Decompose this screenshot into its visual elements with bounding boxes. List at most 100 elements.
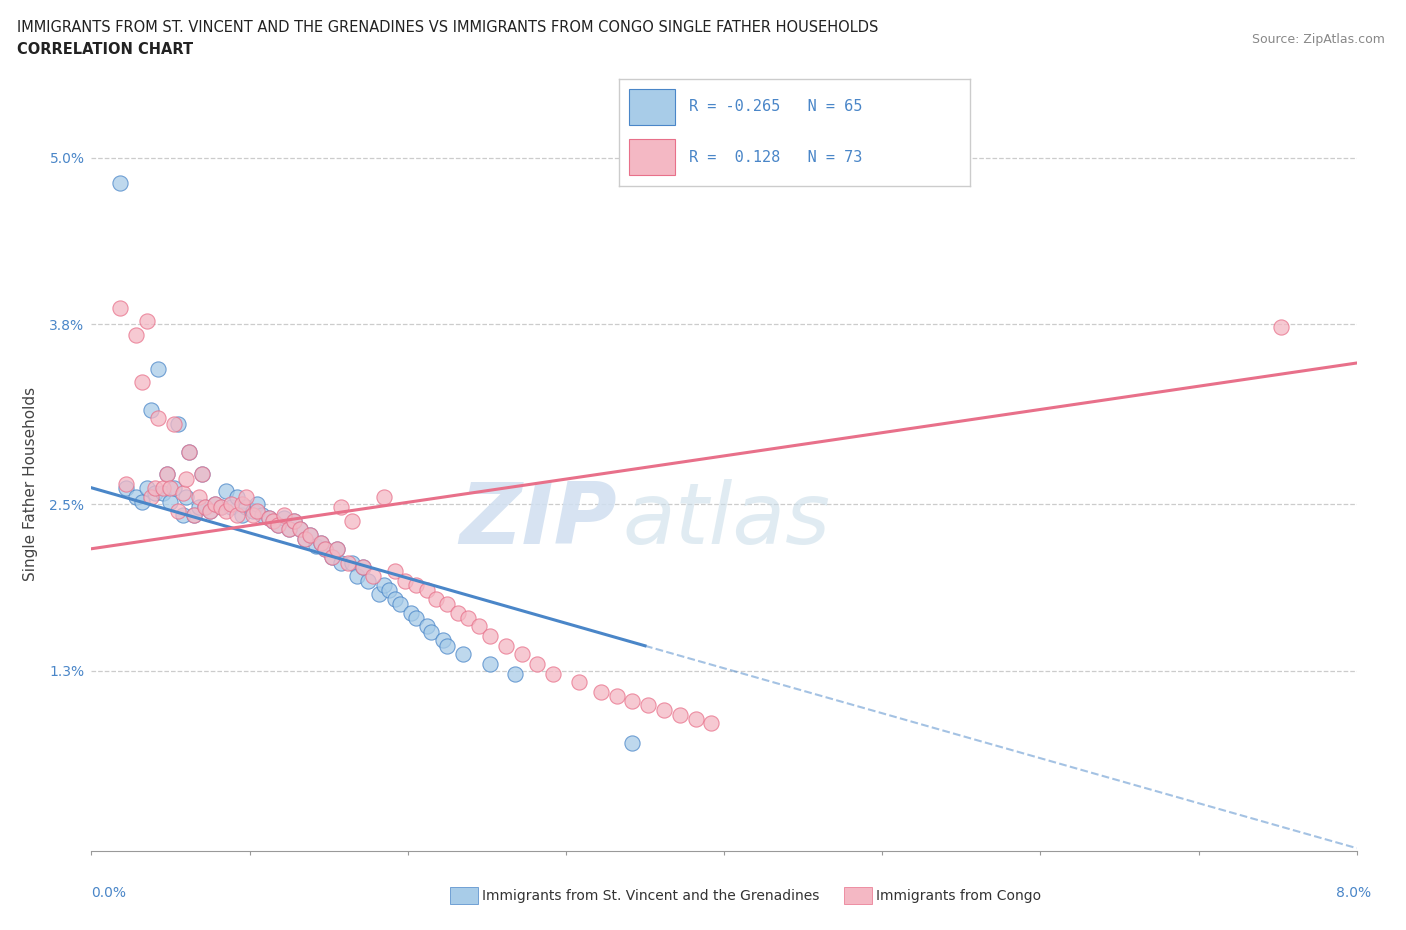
Point (131, 375, 153, 390)
Point (278, 522, 301, 537)
Point (159, 494, 181, 509)
Point (174, 472, 197, 487)
Point (478, 657, 501, 671)
Point (510, 646, 533, 661)
Point (541, 666, 564, 681)
Point (262, 513, 284, 528)
Point (637, 698, 659, 712)
Point (187, 490, 211, 505)
Y-axis label: Single Father Households: Single Father Households (24, 387, 38, 580)
Point (425, 591, 447, 606)
Text: R = -0.265   N = 65: R = -0.265 N = 65 (689, 100, 862, 114)
Point (183, 508, 205, 523)
Text: 0.0%: 0.0% (91, 885, 127, 900)
Point (273, 508, 295, 523)
Bar (630, 139, 675, 175)
Point (567, 674, 589, 689)
Point (298, 527, 321, 542)
Text: ZIP: ZIP (458, 479, 616, 562)
Point (325, 541, 347, 556)
Point (198, 504, 221, 519)
Point (384, 591, 406, 606)
Point (288, 522, 311, 537)
Point (342, 555, 364, 570)
Point (495, 638, 517, 653)
Text: atlas: atlas (623, 479, 831, 562)
Point (242, 508, 264, 523)
Point (399, 605, 422, 620)
Point (246, 497, 269, 512)
Point (143, 485, 166, 500)
Point (394, 573, 416, 588)
Point (447, 605, 470, 620)
Point (172, 485, 194, 500)
Point (225, 508, 247, 523)
Point (652, 702, 675, 717)
Point (146, 361, 169, 376)
Point (172, 508, 194, 523)
Point (305, 538, 328, 553)
Point (219, 499, 242, 514)
Point (405, 611, 427, 626)
Point (209, 499, 232, 514)
Point (235, 490, 257, 505)
Point (219, 497, 242, 512)
Point (167, 504, 190, 519)
Point (242, 504, 264, 519)
Point (209, 499, 232, 514)
Point (621, 736, 644, 751)
Point (478, 629, 501, 644)
Point (589, 684, 612, 699)
Point (231, 497, 253, 512)
Point (357, 573, 380, 588)
Point (336, 555, 359, 570)
Point (108, 300, 131, 315)
Point (124, 490, 148, 505)
Point (283, 513, 305, 528)
Point (204, 497, 226, 512)
Point (115, 476, 138, 491)
Point (621, 694, 644, 709)
Text: R =  0.128   N = 73: R = 0.128 N = 73 (689, 150, 862, 165)
Point (131, 494, 153, 509)
Point (283, 513, 305, 528)
Point (179, 445, 201, 459)
Point (377, 583, 399, 598)
Point (204, 497, 226, 512)
Point (191, 467, 214, 482)
Point (278, 522, 301, 537)
Point (215, 504, 238, 519)
Text: 8.0%: 8.0% (1336, 885, 1371, 900)
Point (235, 499, 257, 514)
Text: IMMIGRANTS FROM ST. VINCENT AND THE GRENADINES VS IMMIGRANTS FROM CONGO SINGLE F: IMMIGRANTS FROM ST. VINCENT AND THE GREN… (17, 20, 879, 35)
Point (159, 480, 181, 495)
Point (191, 467, 214, 482)
Point (314, 541, 336, 556)
Point (436, 597, 458, 612)
Point (135, 314, 157, 329)
Point (436, 638, 458, 653)
Point (179, 445, 201, 459)
Point (135, 480, 157, 495)
Point (250, 508, 273, 523)
Point (294, 532, 316, 547)
Point (321, 550, 343, 565)
Point (294, 532, 316, 547)
Point (685, 711, 707, 726)
Point (420, 624, 443, 639)
Point (115, 480, 138, 495)
Point (368, 587, 391, 602)
Point (152, 485, 174, 500)
Point (288, 522, 311, 537)
Point (384, 564, 406, 578)
Point (162, 480, 184, 495)
Point (309, 536, 332, 551)
Point (415, 619, 437, 634)
Point (167, 417, 190, 432)
Point (194, 499, 217, 514)
Point (156, 467, 179, 482)
Point (321, 550, 343, 565)
Point (309, 536, 332, 551)
Point (361, 569, 384, 584)
Point (194, 499, 217, 514)
